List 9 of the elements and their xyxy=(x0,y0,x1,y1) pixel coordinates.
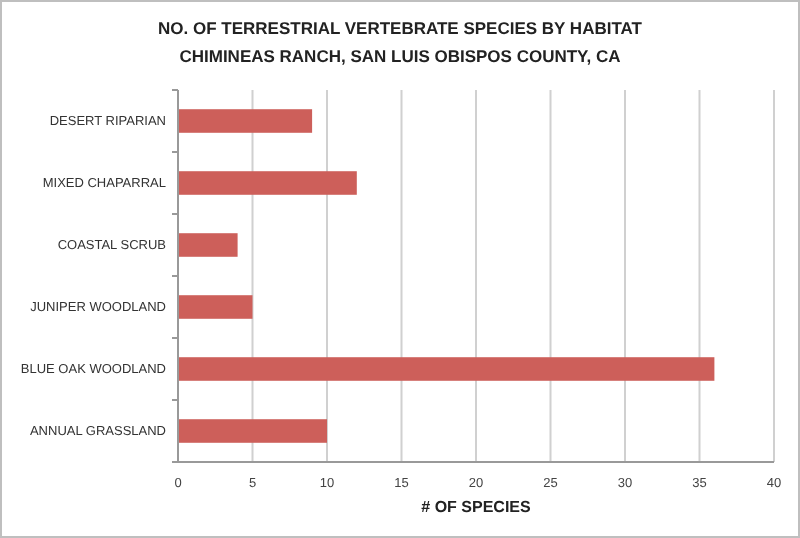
chart-title: NO. OF TERRESTRIAL VERTEBRATE SPECIES BY HABITAT xyxy=(158,18,644,38)
chart-subtitle: CHIMINEAS RANCH, SAN LUIS OBISPOS COUNTY, CA xyxy=(179,46,621,66)
bar xyxy=(178,109,313,133)
bar xyxy=(178,419,327,443)
bar xyxy=(178,357,715,381)
bar xyxy=(178,171,357,195)
bar xyxy=(178,233,238,257)
bar xyxy=(178,295,253,319)
x-axis-title: # OF SPECIES xyxy=(421,498,533,516)
